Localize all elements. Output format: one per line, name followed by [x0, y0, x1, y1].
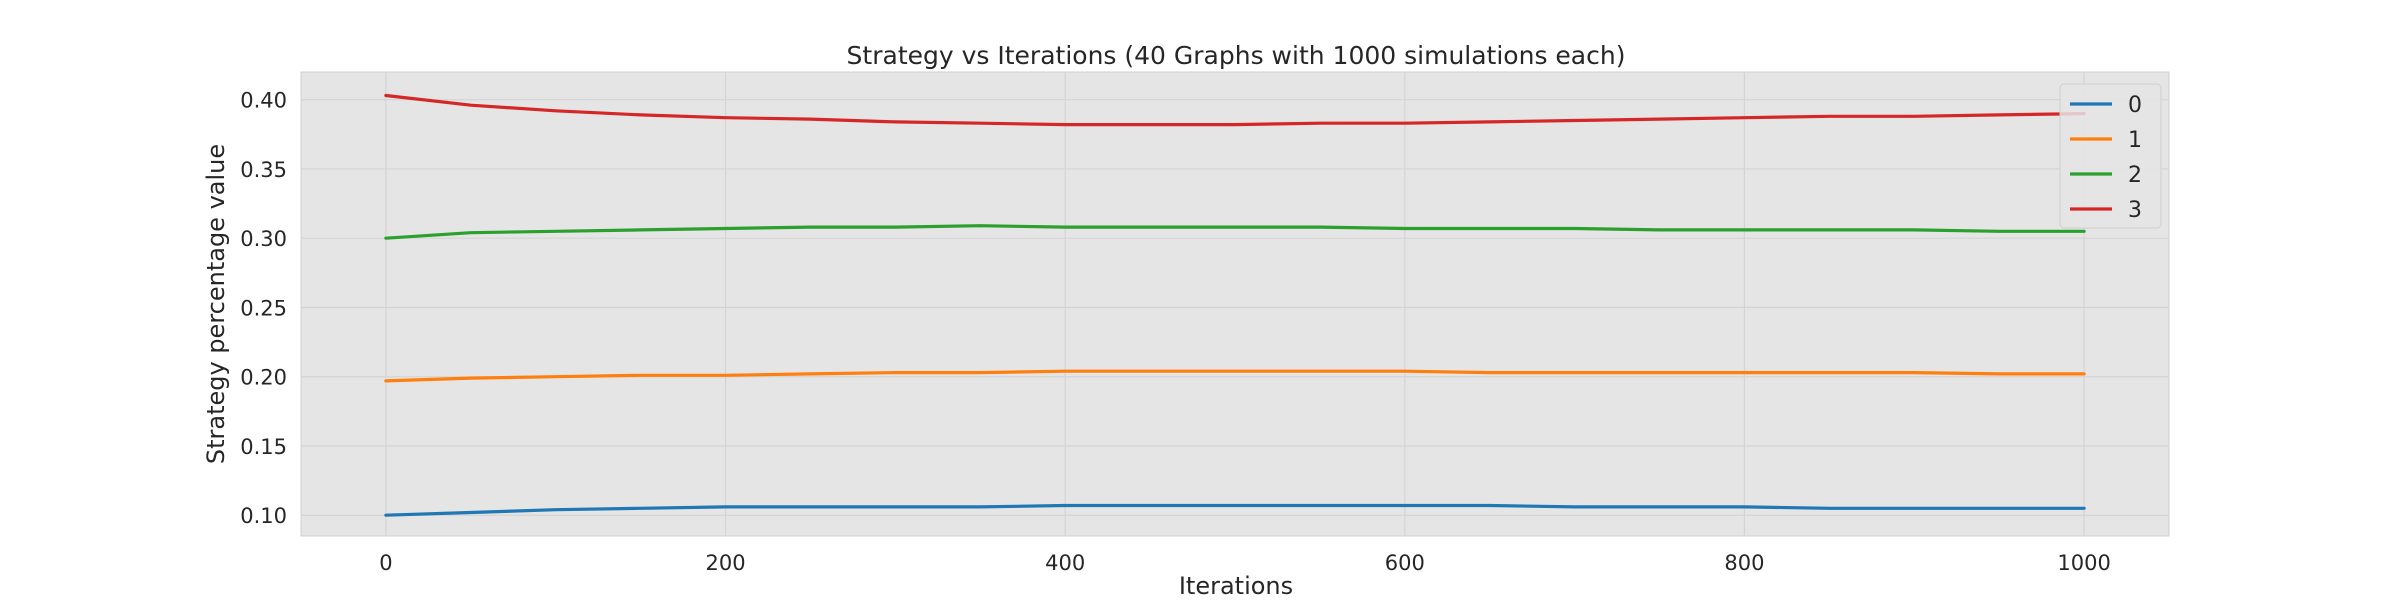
legend-label: 0 [2128, 93, 2142, 118]
x-axis: 0 200 400 600 800 1000 [379, 551, 2111, 575]
series-line-2 [384, 224, 2086, 240]
x-tick-label: 200 [705, 551, 745, 575]
series-line-0 [384, 503, 2086, 517]
x-tick-label: 1000 [2057, 551, 2110, 575]
y-tick-label: 0.35 [240, 158, 287, 182]
y-tick-label: 0.25 [240, 296, 287, 320]
y-tick-label: 0.15 [240, 435, 287, 459]
plot-area [300, 71, 2170, 537]
series-line-3 [384, 93, 2086, 127]
series-layer [384, 93, 2086, 517]
y-tick-label: 0.10 [240, 504, 287, 528]
y-axis-label: Strategy percentage value [202, 144, 230, 464]
y-tick-label: 0.30 [240, 227, 287, 251]
legend-label: 2 [2128, 163, 2142, 188]
chart-title: Strategy vs Iterations (40 Graphs with 1… [847, 41, 1626, 70]
x-tick-label: 400 [1045, 551, 1085, 575]
legend-label: 1 [2128, 128, 2142, 153]
x-tick-label: 600 [1385, 551, 1425, 575]
series-line-1 [384, 369, 2086, 383]
y-tick-label: 0.20 [240, 366, 287, 390]
legend-label: 3 [2128, 198, 2142, 223]
legend-box [2059, 83, 2162, 229]
legend: 0 1 2 3 [2059, 83, 2162, 229]
y-axis: 0.10 0.15 0.20 0.25 0.30 0.35 0.40 [240, 89, 287, 529]
x-tick-label: 0 [379, 551, 392, 575]
y-tick-label: 0.40 [240, 89, 287, 113]
x-tick-label: 800 [1724, 551, 1764, 575]
x-axis-label: Iterations [1179, 572, 1293, 600]
